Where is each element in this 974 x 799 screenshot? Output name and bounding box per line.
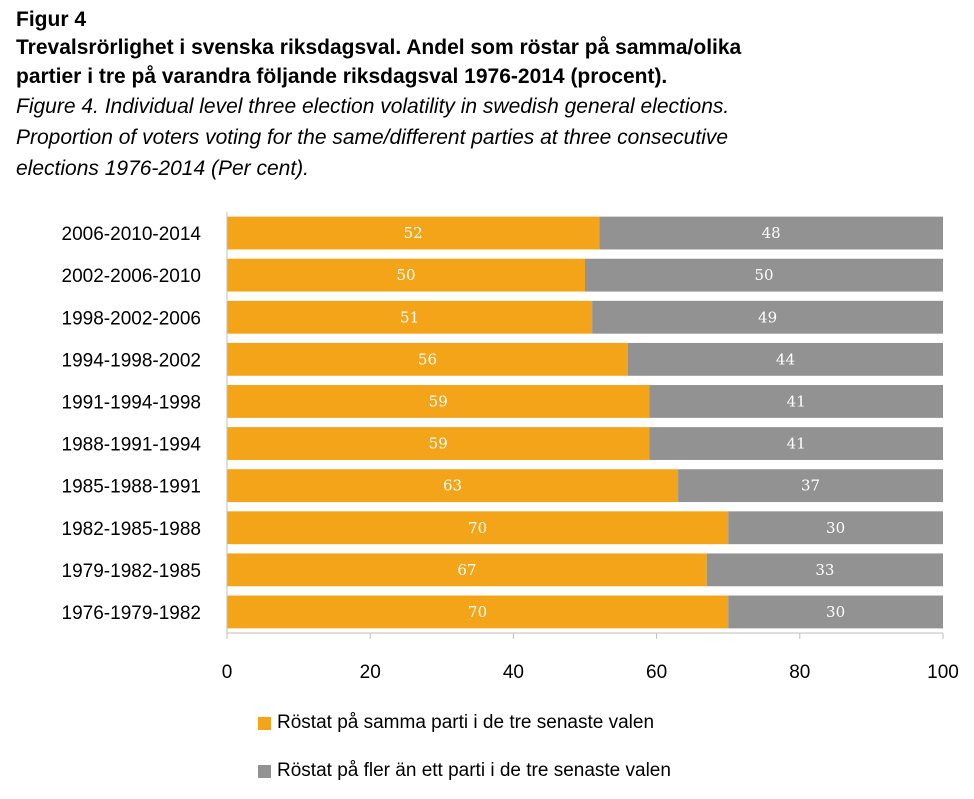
data-label-same-2002-2006-2010: 50 bbox=[396, 266, 415, 284]
bar-same-2006-2010-2014 bbox=[227, 216, 600, 250]
legend-item-different: Röstat på fler än ett parti i de tre sen… bbox=[258, 760, 671, 782]
bar-different-1976-1979-1982 bbox=[728, 595, 943, 629]
x-tick-label-20: 20 bbox=[360, 662, 381, 683]
title-sv-line-1: Trevalsrörlighet i svenska riksdagsval. … bbox=[16, 36, 742, 59]
data-label-different-1994-1998-2002: 44 bbox=[776, 350, 795, 368]
category-label-1991-1994-1998: 1991-1994-1998 bbox=[62, 392, 201, 413]
bar-different-1988-1991-1994 bbox=[649, 427, 943, 460]
data-label-different-1988-1991-1994: 41 bbox=[787, 435, 806, 453]
data-label-same-1982-1985-1988: 70 bbox=[468, 519, 487, 537]
figure-title-swedish: Trevalsrörlighet i svenska riksdagsval. … bbox=[16, 33, 966, 91]
bar-same-1985-1988-1991 bbox=[227, 469, 679, 503]
figure-header: Figur 4 Trevalsrörlighet i svenska riksd… bbox=[16, 6, 966, 184]
title-en-line-1: Figure 4. Individual level three electio… bbox=[16, 95, 730, 118]
bar-different-1998-2002-2006 bbox=[592, 300, 943, 334]
legend-item-same: Röstat på samma parti i de tre senaste v… bbox=[258, 712, 654, 734]
category-label-1994-1998-2002: 1994-1998-2002 bbox=[62, 350, 201, 371]
data-label-same-1985-1988-1991: 63 bbox=[443, 477, 462, 495]
data-label-different-2006-2010-2014: 48 bbox=[762, 224, 781, 242]
title-en-line-2: Proportion of voters voting for the same… bbox=[16, 126, 729, 149]
x-tick-label-100: 100 bbox=[927, 662, 959, 683]
data-label-different-2002-2006-2010: 50 bbox=[754, 266, 773, 284]
bar-same-1998-2002-2006 bbox=[227, 300, 593, 334]
bar-different-1979-1982-1985 bbox=[706, 553, 943, 587]
data-label-different-1985-1988-1991: 37 bbox=[801, 477, 820, 495]
data-label-different-1979-1982-1985: 33 bbox=[815, 561, 834, 579]
data-label-same-1976-1979-1982: 70 bbox=[468, 603, 487, 621]
bar-same-1979-1982-1985 bbox=[227, 553, 707, 587]
bar-same-1976-1979-1982 bbox=[227, 595, 729, 629]
bar-same-1982-1985-1988 bbox=[227, 511, 729, 545]
bar-same-2002-2006-2010 bbox=[227, 258, 585, 292]
data-label-same-1991-1994-1998: 59 bbox=[429, 392, 448, 410]
data-label-different-1991-1994-1998: 41 bbox=[787, 392, 806, 410]
category-label-1998-2002-2006: 1998-2002-2006 bbox=[62, 308, 201, 329]
data-label-different-1976-1979-1982: 30 bbox=[826, 603, 845, 621]
x-tick-label-80: 80 bbox=[789, 662, 810, 683]
x-tick-label-60: 60 bbox=[646, 662, 667, 683]
category-label-1976-1979-1982: 1976-1979-1982 bbox=[62, 603, 201, 624]
bar-same-1991-1994-1998 bbox=[227, 385, 650, 418]
category-label-2002-2006-2010: 2002-2006-2010 bbox=[62, 266, 201, 287]
figure-title-english: Figure 4. Individual level three electio… bbox=[16, 91, 966, 184]
category-label-1985-1988-1991: 1985-1988-1991 bbox=[62, 477, 201, 498]
legend-label-different: Röstat på fler än ett parti i de tre sen… bbox=[277, 760, 671, 781]
data-label-same-1988-1991-1994: 59 bbox=[429, 435, 448, 453]
category-label-2006-2010-2014: 2006-2010-2014 bbox=[62, 224, 202, 245]
x-tick-label-40: 40 bbox=[503, 662, 524, 683]
bar-different-2002-2006-2010 bbox=[585, 258, 943, 292]
title-sv-line-2: partier i tre på varandra följande riksd… bbox=[16, 65, 668, 88]
bar-different-1985-1988-1991 bbox=[678, 469, 943, 503]
category-label-1982-1985-1988: 1982-1985-1988 bbox=[62, 519, 201, 540]
legend-swatch-different bbox=[258, 764, 271, 778]
title-en-line-3: elections 1976-2014 (Per cent). bbox=[16, 157, 310, 180]
legend-swatch-same bbox=[258, 716, 271, 730]
data-label-same-1979-1982-1985: 67 bbox=[457, 561, 476, 579]
bar-same-1994-1998-2002 bbox=[227, 342, 628, 376]
category-label-1988-1991-1994: 1988-1991-1994 bbox=[62, 435, 202, 456]
bar-different-2006-2010-2014 bbox=[599, 216, 943, 250]
bar-different-1994-1998-2002 bbox=[627, 342, 943, 376]
bar-different-1982-1985-1988 bbox=[728, 511, 943, 545]
category-label-1979-1982-1985: 1979-1982-1985 bbox=[62, 561, 201, 582]
x-tick-label-0: 0 bbox=[222, 662, 233, 683]
data-label-same-1994-1998-2002: 56 bbox=[418, 350, 437, 368]
data-label-same-1998-2002-2006: 51 bbox=[400, 308, 419, 326]
bar-same-1988-1991-1994 bbox=[227, 427, 650, 460]
data-label-different-1982-1985-1988: 30 bbox=[826, 519, 845, 537]
legend-label-same: Röstat på samma parti i de tre senaste v… bbox=[277, 712, 655, 733]
data-label-same-2006-2010-2014: 52 bbox=[404, 224, 423, 242]
bar-different-1991-1994-1998 bbox=[649, 385, 943, 418]
figure-label: Figur 4 bbox=[16, 8, 87, 31]
data-label-different-1998-2002-2006: 49 bbox=[758, 308, 777, 326]
